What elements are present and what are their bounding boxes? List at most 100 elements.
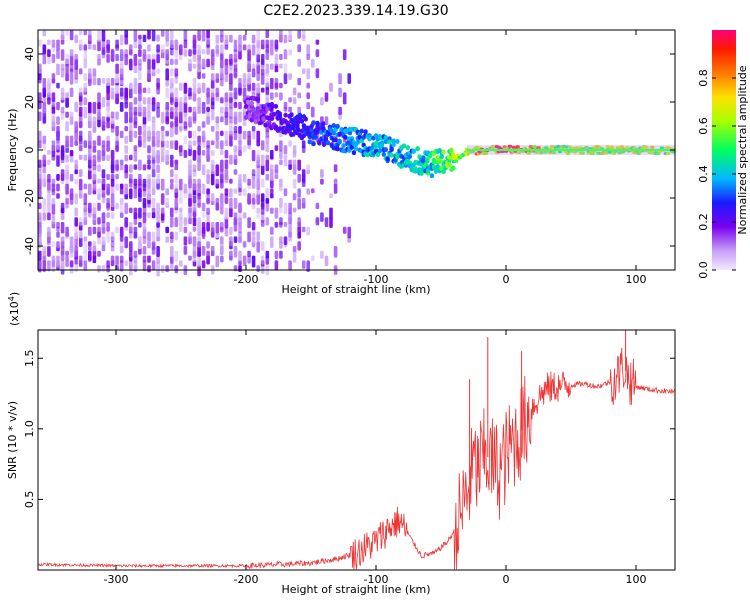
spectrogram-cell	[238, 145, 242, 151]
spectrogram-cell	[224, 140, 229, 147]
spectrogram-cell	[69, 73, 74, 85]
signal-mark	[351, 150, 357, 156]
spectrogram-cell	[97, 193, 101, 200]
spectrogram-cell	[179, 188, 183, 200]
spectrogram-cell	[220, 68, 224, 80]
spectrogram-cell	[156, 226, 160, 238]
signal-mark	[243, 104, 249, 109]
spectrogram-cell	[65, 73, 69, 82]
spectrogram-cell	[42, 202, 47, 212]
spectrogram-cell	[147, 255, 151, 263]
spectrogram-cell	[97, 217, 101, 225]
spectrogram-cell	[320, 178, 324, 185]
spectrogram-cell	[292, 193, 297, 201]
spectrogram-cell	[78, 116, 83, 129]
spectrogram-cell	[69, 150, 74, 157]
spectrogram-cell	[106, 54, 110, 63]
spectrogram-cell	[156, 222, 160, 228]
spectrogram-cell	[138, 159, 142, 171]
spectrogram-cell	[256, 178, 260, 190]
spectrogram-cell	[320, 169, 324, 178]
spectrogram-cell	[124, 193, 128, 200]
spectrogram-cell	[201, 222, 206, 234]
spectrogram-cell	[51, 140, 56, 152]
spectrogram-cell	[101, 140, 106, 148]
spectrogram-cell	[47, 260, 51, 272]
signal-mark	[331, 123, 336, 129]
spectrogram-cell	[247, 73, 251, 85]
spectrogram-cell	[160, 212, 165, 221]
spectrogram-cell	[160, 135, 165, 142]
spectrogram-cell	[238, 34, 242, 47]
spectrogram-cell	[138, 222, 142, 228]
spectrogram-cell	[315, 202, 320, 210]
spectrogram-cell	[251, 169, 256, 177]
spectrogram-cell	[119, 34, 124, 46]
spectrogram-cell	[106, 174, 110, 180]
spectrogram-cell	[183, 236, 188, 246]
spectrogram-cell	[119, 198, 124, 205]
snr-y-label: SNR (10 * v/v)	[6, 401, 19, 479]
signal-mark	[580, 151, 585, 155]
spectrogram-cell	[124, 126, 128, 132]
spectrogram-cell	[138, 58, 142, 66]
spectrogram-cell	[279, 236, 283, 244]
spectrogram-cell	[274, 39, 279, 50]
spectrogram-cell	[183, 49, 188, 57]
spectrogram-cell	[229, 102, 233, 109]
spectrogram-cell	[124, 87, 128, 99]
spectrogram-cell	[165, 49, 169, 60]
spectrogram-cell	[78, 39, 83, 50]
spectrogram-cell	[233, 145, 238, 153]
spectrogram-cell	[47, 78, 51, 90]
spectrogram-cell	[119, 63, 124, 75]
spectrogram-cell	[229, 106, 233, 119]
spectrogram-cell	[42, 212, 47, 221]
signal-mark	[437, 158, 442, 164]
signal-mark	[307, 133, 312, 139]
spectrogram-cell	[142, 140, 147, 149]
spectrogram-cell	[83, 73, 88, 81]
signal-mark	[247, 112, 253, 118]
spectrogram-cell	[119, 236, 124, 242]
spectrogram-cell	[192, 164, 197, 172]
spectrogram-cell	[165, 188, 169, 196]
spectrogram-cell	[315, 49, 320, 58]
spectrogram-cell	[283, 154, 288, 167]
spectrogram-cell	[197, 145, 201, 156]
spectrogram-cell	[151, 241, 156, 251]
spectrogram-cell	[197, 30, 201, 39]
spectrogram-cell	[265, 39, 270, 49]
spectrogram-cell	[229, 54, 233, 66]
spectrogram-cell	[229, 178, 233, 184]
spectrogram-cell	[306, 92, 310, 100]
spectrogram-cell	[283, 102, 288, 110]
spectrogram-cell	[147, 58, 151, 70]
signal-mark	[515, 145, 520, 149]
spectrogram-cell	[42, 198, 47, 204]
spectrogram-cell	[69, 54, 74, 66]
spectrogram-cell	[256, 73, 260, 81]
x-tick-label: -200	[234, 273, 259, 286]
spectrogram-cell	[142, 198, 147, 209]
spectrogram-cell	[60, 39, 65, 45]
spectrogram-cell	[192, 246, 197, 258]
spectrogram-cell	[274, 250, 279, 259]
spectrogram-cell	[65, 121, 69, 132]
spectrogram-cell	[138, 82, 142, 94]
signal-mark	[243, 115, 249, 120]
signal-mark	[309, 127, 314, 133]
spectrogram-cell	[165, 265, 169, 273]
signal-mark	[305, 127, 310, 133]
spectrogram-cell	[110, 241, 115, 248]
spectrogram-cell	[174, 126, 179, 135]
spectrogram-cell	[151, 116, 156, 123]
spectrogram-cell	[106, 222, 110, 229]
spectrogram-cell	[183, 102, 188, 113]
spectrogram-cell	[251, 255, 256, 268]
spectrogram-cell	[51, 92, 56, 102]
spectrogram-cell	[129, 241, 133, 252]
snr-line	[37, 347, 676, 570]
spectrogram-cell	[215, 44, 220, 54]
spectrogram-cell	[74, 246, 78, 257]
